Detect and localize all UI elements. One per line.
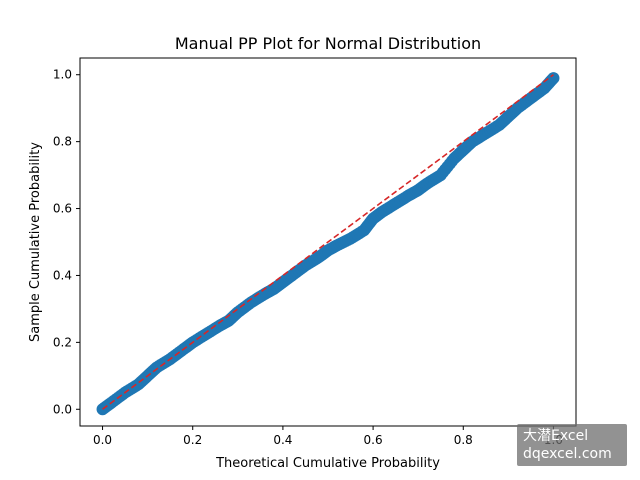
watermark-line-1: 大潜Excel <box>523 428 589 444</box>
sample-point <box>547 72 560 85</box>
y-tick-label: 0.0 <box>53 402 72 416</box>
y-tick-label: 0.2 <box>53 335 72 349</box>
reference-line <box>102 74 554 410</box>
y-axis-label: Sample Cumulative Probability <box>28 142 43 342</box>
watermark-logo: 大潜Excel dqexcel.com <box>517 424 627 466</box>
x-axis-label: Theoretical Cumulative Probability <box>215 456 440 471</box>
x-tick-label: 0.6 <box>364 433 383 447</box>
watermark-line-2: dqexcel.com <box>523 446 612 462</box>
y-tick-label: 1.0 <box>53 68 72 82</box>
y-tick-label: 0.4 <box>53 268 72 282</box>
x-tick-label: 0.4 <box>273 433 292 447</box>
y-tick-label: 0.8 <box>53 135 72 149</box>
sample-points-series <box>96 72 560 416</box>
plot-frame <box>79 57 577 427</box>
y-tick-label: 0.6 <box>53 202 72 216</box>
chart-title: Manual PP Plot for Normal Distribution <box>175 34 481 53</box>
x-tick-label: 0.0 <box>93 433 112 447</box>
x-tick-label: 0.2 <box>183 433 202 447</box>
x-tick-label: 0.8 <box>454 433 473 447</box>
data-layer <box>96 72 560 416</box>
